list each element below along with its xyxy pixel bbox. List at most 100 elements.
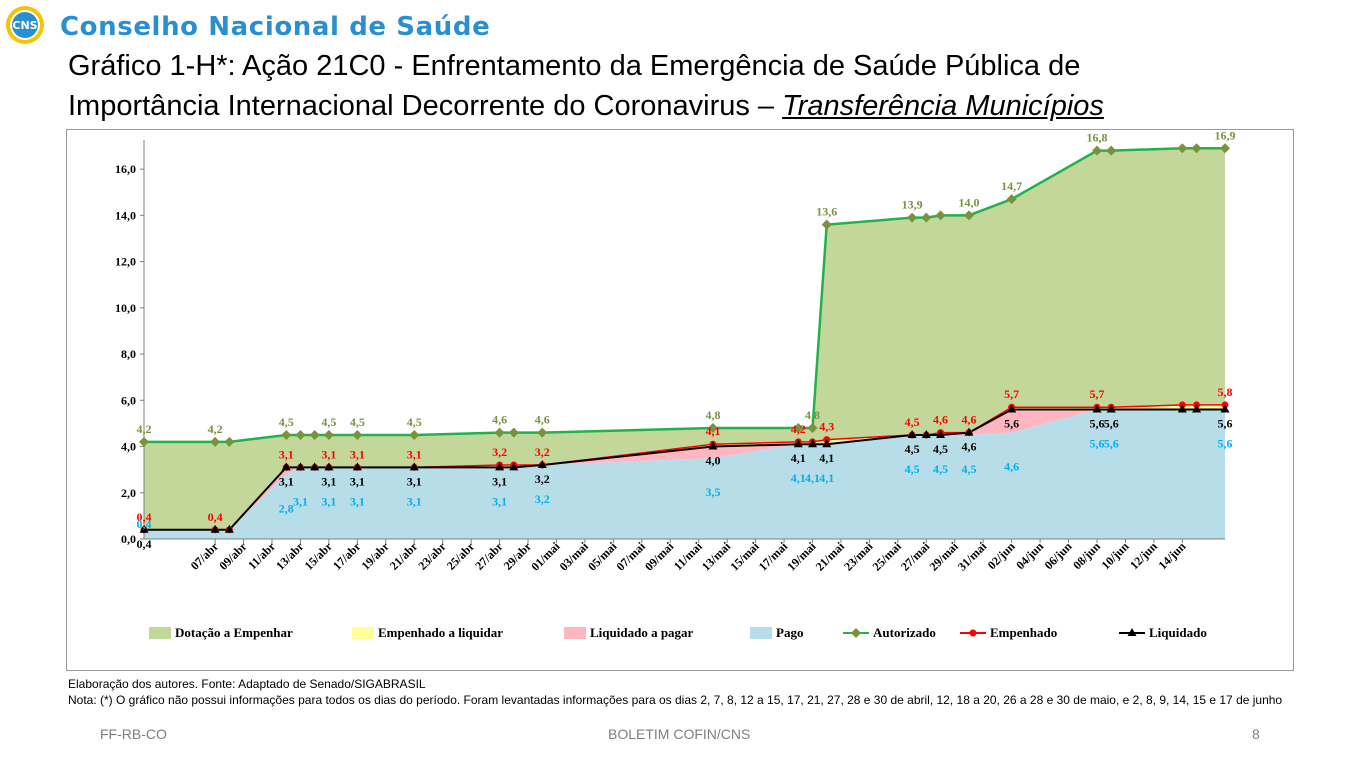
marker-liquidado bbox=[310, 462, 320, 471]
data-label-autorizado: 4,8 bbox=[705, 408, 720, 422]
x-tick-label: 31/mai bbox=[955, 539, 990, 574]
marker-liquidado bbox=[509, 462, 519, 471]
data-label-pago: 4,6 bbox=[1004, 460, 1019, 474]
legend-swatch bbox=[750, 627, 772, 639]
page-title: Gráfico 1-H*: Ação 21C0 - Enfrentamento … bbox=[68, 46, 1308, 126]
x-tick-label: 01/mai bbox=[528, 539, 563, 574]
marker-liquidado bbox=[793, 439, 803, 448]
legend-label: Pago bbox=[776, 625, 803, 640]
x-tick-label: 03/mai bbox=[557, 539, 592, 574]
data-label-autorizado: 14,7 bbox=[1001, 179, 1022, 193]
marker-liquidado bbox=[1192, 404, 1202, 413]
x-tick-label: 25/mai bbox=[870, 539, 905, 574]
data-label-liquidado: 5,6 bbox=[1218, 417, 1233, 431]
marker-liquidado bbox=[1092, 404, 1102, 413]
y-tick-label: 8,0 bbox=[121, 347, 136, 361]
x-tick-label: 23/mai bbox=[841, 539, 876, 574]
marker-liquidado bbox=[537, 460, 547, 469]
x-tick-label: 25/abr bbox=[444, 539, 478, 573]
data-label-liquidado: 4,5 bbox=[933, 442, 948, 456]
marker-liquidado bbox=[409, 462, 419, 471]
data-label-empenhado: 5,7 bbox=[1004, 387, 1019, 401]
marker-autorizado bbox=[309, 429, 320, 440]
y-tick-label: 12,0 bbox=[115, 255, 136, 269]
title-line-1: Gráfico 1-H*: Ação 21C0 - Enfrentamento … bbox=[68, 50, 1081, 82]
x-tick-label: 21/abr bbox=[387, 539, 421, 573]
marker-autorizado bbox=[323, 429, 334, 440]
legend-label: Liquidado bbox=[1149, 625, 1207, 640]
marker-liquidado bbox=[808, 439, 818, 448]
data-label-empenhado: 0,4 bbox=[208, 510, 223, 524]
x-tick-label: 04/jun bbox=[1013, 539, 1046, 572]
source-note: Elaboração dos autores. Fonte: Adaptado … bbox=[68, 677, 426, 691]
data-label-empenhado: 3,1 bbox=[407, 447, 422, 461]
data-label-autorizado: 4,5 bbox=[407, 415, 422, 429]
marker-liquidado bbox=[921, 429, 931, 438]
marker-autorizado bbox=[963, 210, 974, 221]
marker-autorizado bbox=[793, 423, 804, 434]
footer-left: FF-RB-CO bbox=[100, 726, 167, 742]
data-label-liquidado: 5,6 bbox=[1004, 417, 1019, 431]
page-number: 8 bbox=[1252, 726, 1260, 742]
data-label-pago: 3,1 bbox=[350, 494, 365, 508]
x-tick-label: 08/jun bbox=[1070, 539, 1103, 572]
title-dash: – bbox=[749, 90, 783, 122]
data-label-liquidado: 3,1 bbox=[321, 474, 336, 488]
data-label-pago: 4,5 bbox=[961, 462, 976, 476]
data-label-autorizado: 4,5 bbox=[350, 415, 365, 429]
y-tick-label: 6,0 bbox=[121, 393, 136, 407]
marker-autorizado bbox=[1177, 143, 1188, 154]
legend-marker bbox=[969, 629, 977, 637]
data-label-empenhado: 4,5 bbox=[905, 415, 920, 429]
data-label-pago: 4,1 bbox=[805, 471, 820, 485]
marker-autorizado bbox=[409, 429, 420, 440]
data-label-liquidado: 4,5 bbox=[905, 442, 920, 456]
marker-liquidado bbox=[964, 427, 974, 436]
data-label-autorizado: 13,9 bbox=[902, 198, 923, 212]
data-label-empenhado: 4,6 bbox=[961, 413, 976, 427]
data-label-liquidado: 0,4 bbox=[137, 537, 152, 551]
data-label-pago: 4,1 bbox=[791, 471, 806, 485]
marker-liquidado bbox=[936, 429, 946, 438]
marker-liquidado bbox=[708, 441, 718, 450]
x-tick-label: 14/jun bbox=[1155, 539, 1188, 572]
legend-swatch bbox=[564, 627, 586, 639]
data-label-empenhado: 5,8 bbox=[1218, 385, 1233, 399]
data-label-autorizado: 4,5 bbox=[321, 415, 336, 429]
legend-swatch bbox=[149, 627, 171, 639]
data-label-liquidado: 5,6 bbox=[1104, 417, 1119, 431]
x-tick-label: 29/mai bbox=[926, 539, 961, 574]
x-tick-label: 19/abr bbox=[358, 539, 392, 573]
legend-swatch bbox=[352, 627, 374, 639]
data-label-liquidado: 3,1 bbox=[407, 474, 422, 488]
data-label-liquidado: 4,1 bbox=[819, 451, 834, 465]
marker-liquidado bbox=[352, 462, 362, 471]
x-tick-label: 12/jun bbox=[1127, 539, 1160, 572]
area-pago bbox=[144, 409, 1225, 539]
chart-container: 0,0 2,0 4,0 6,0 8,0 10,0 12,0 14,0 16,0 07/abr 09/… bbox=[66, 129, 1294, 671]
x-tick-label: 15/abr bbox=[302, 539, 336, 573]
x-tick-label: 09/mai bbox=[642, 539, 677, 574]
marker-liquidado bbox=[495, 462, 505, 471]
data-label-liquidado: 3,1 bbox=[279, 474, 294, 488]
x-tick-label: 11/mai bbox=[671, 539, 705, 573]
data-label-liquidado: 4,0 bbox=[705, 454, 720, 468]
marker-liquidado bbox=[1220, 404, 1230, 413]
x-tick-label: 05/mai bbox=[585, 539, 620, 574]
legend-label: Empenhado a liquidar bbox=[378, 625, 503, 640]
marker-liquidado bbox=[324, 462, 334, 471]
data-label-liquidado: 4,6 bbox=[961, 440, 976, 454]
data-label-autorizado: 4,2 bbox=[137, 422, 152, 436]
legend-marker bbox=[1127, 628, 1137, 636]
marker-autorizado bbox=[352, 429, 363, 440]
x-tick-label: 27/abr bbox=[472, 539, 506, 573]
y-tick-label: 4,0 bbox=[121, 440, 136, 454]
data-label-empenhado: 3,2 bbox=[492, 445, 507, 459]
title-subtitle: Transferência Municípios bbox=[782, 90, 1104, 122]
data-label-pago: 4,1 bbox=[819, 471, 834, 485]
legend-marker bbox=[851, 628, 861, 638]
data-label-pago: 3,2 bbox=[535, 492, 550, 506]
area-line-chart: 0,02,04,06,08,010,012,014,016,007/abr09/… bbox=[115, 130, 1236, 640]
data-label-autorizado: 4,6 bbox=[492, 413, 507, 427]
data-label-liquidado: 4,1 bbox=[791, 451, 806, 465]
